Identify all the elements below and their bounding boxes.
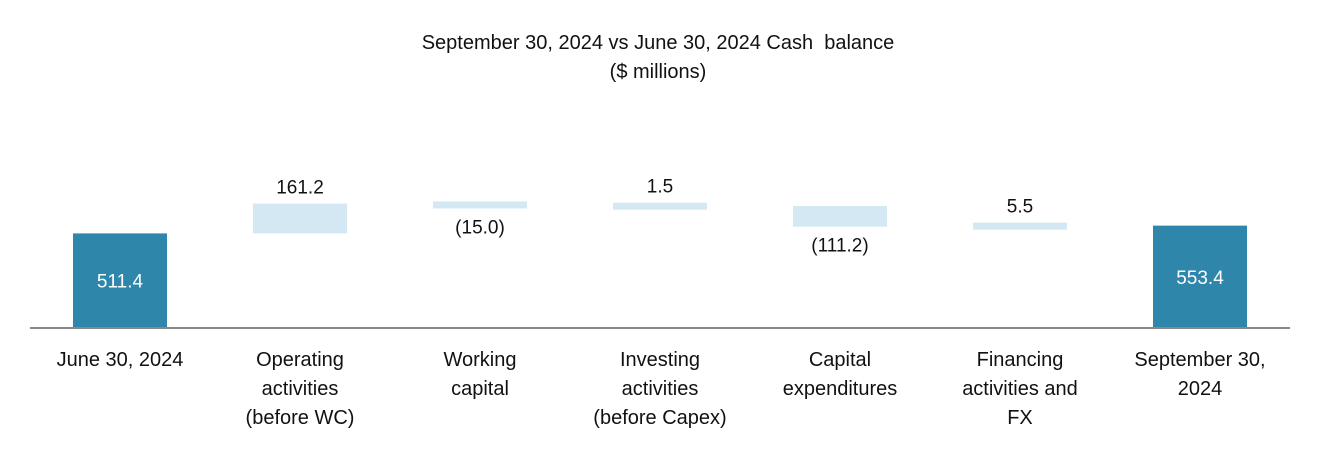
bar-4 [793, 206, 887, 227]
category-label-2-line-1: capital [451, 378, 509, 400]
bar-0 [73, 233, 167, 328]
category-label-5-line-1: activities and [962, 378, 1078, 400]
category-label-1-line-2: (before WC) [246, 407, 355, 429]
category-label-0-line-0: June 30, 2024 [57, 349, 184, 371]
category-labels-group: June 30, 2024 Operating activities (before … [57, 349, 1266, 429]
data-label-4: (111.2) [811, 236, 868, 257]
category-label-4-line-0: Capital [809, 349, 871, 371]
data-label-3: 1.5 [647, 177, 673, 198]
category-label-3-line-0: Investing [620, 349, 700, 371]
category-label-3-line-2: (before Capex) [593, 407, 726, 429]
category-label-5-line-2: FX [1007, 407, 1033, 429]
category-label-3-line-1: activities [622, 378, 699, 400]
category-label-5-line-0: Financing [977, 349, 1064, 371]
bar-6 [1153, 225, 1247, 328]
category-label-2-line-0: Working [444, 349, 517, 371]
bar-2 [433, 201, 527, 209]
chart-title: September 30, 2024 vs June 30, 2024 Cash… [422, 32, 895, 54]
bars-group [73, 201, 1247, 328]
data-label-1: 161.2 [276, 178, 324, 199]
bar-5 [973, 222, 1067, 230]
category-label-4-line-1: expenditures [783, 378, 898, 400]
category-label-1-line-0: Operating [256, 349, 344, 371]
category-label-6-line-0: September 30, [1134, 349, 1265, 371]
data-label-5: 5.5 [1007, 197, 1033, 218]
bar-3 [613, 202, 707, 210]
bar-1 [253, 203, 347, 234]
data-label-2: (15.0) [455, 217, 505, 238]
data-labels-group: 511.4 161.2 (15.0) 1.5 (111.2) 5.5 553.4 [97, 177, 1224, 293]
category-label-6-line-1: 2024 [1178, 378, 1223, 400]
data-label-6: 553.4 [1176, 268, 1224, 289]
chart-subtitle: ($ millions) [610, 61, 707, 83]
data-label-0: 511.4 [97, 272, 144, 293]
category-label-1-line-1: activities [262, 378, 339, 400]
